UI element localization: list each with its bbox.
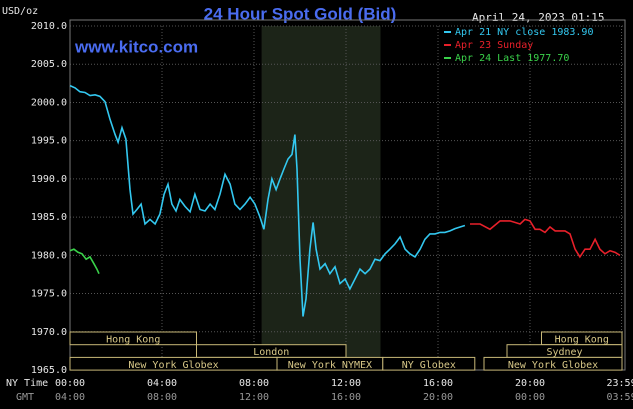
legend-label: Apr 23 Sunday [455, 40, 533, 51]
subtitle: www.kitco.com [74, 37, 198, 56]
y-tick-label: 2000.0 [31, 97, 67, 108]
x2-tick-label: 16:00 [331, 392, 361, 403]
price-line [470, 218, 621, 259]
session-box [483, 356, 623, 371]
legend-label: Apr 24 Last 1977.70 [455, 53, 569, 64]
chart-title: 24 Hour Spot Gold (Bid) [204, 4, 397, 23]
x-tick-label: 16:00 [423, 378, 453, 389]
timestamp: April 24, 2023 01:15 [472, 11, 604, 24]
session-label: NY Globex [402, 360, 456, 371]
x2-tick-label: 00:00 [515, 392, 545, 403]
y-tick-label: 1990.0 [31, 174, 67, 185]
y-tick-label: 2005.0 [31, 59, 67, 70]
session-label: New York Globex [128, 360, 218, 371]
session-label: London [253, 347, 289, 358]
y-axis-label: USD/oz [2, 6, 38, 17]
y-tick-label: 1980.0 [31, 250, 67, 261]
x2-tick-label: 12:00 [239, 392, 269, 403]
session-label: Sydney [546, 347, 582, 358]
x-tick-label: 08:00 [239, 378, 269, 389]
x-tick-label: 12:00 [331, 378, 361, 389]
x2-tick-label: 08:00 [147, 392, 177, 403]
session-label: Hong Kong [106, 334, 160, 345]
y-tick-label: 1995.0 [31, 136, 67, 147]
session-box [382, 356, 476, 371]
x-tick-label: 04:00 [147, 378, 177, 389]
shaded-range [261, 26, 381, 370]
price-line [69, 84, 466, 317]
x-tick-label: 23:59 [606, 378, 633, 389]
session-label: New York Globex [508, 360, 598, 371]
session-label: New York NYMEX [288, 360, 372, 371]
session-box [69, 331, 197, 346]
y-tick-label: 1985.0 [31, 212, 67, 223]
legend-label: Apr 21 NY close 1983.90 [455, 27, 593, 38]
y-tick-label: 2010.0 [31, 21, 67, 32]
x2-axis-label: GMT [16, 392, 34, 403]
x2-tick-label: 04:00 [55, 392, 85, 403]
x-tick-label: 00:00 [55, 378, 85, 389]
y-tick-label: 1975.0 [31, 289, 67, 300]
y-tick-label: 1970.0 [31, 327, 67, 338]
x2-tick-label: 03:59 [606, 392, 633, 403]
price-line [69, 248, 100, 275]
x-tick-label: 20:00 [515, 378, 545, 389]
x2-tick-label: 20:00 [423, 392, 453, 403]
x-axis-label: NY Time [6, 378, 48, 389]
y-tick-label: 1965.0 [31, 365, 67, 376]
session-label: Hong Kong [555, 334, 609, 345]
